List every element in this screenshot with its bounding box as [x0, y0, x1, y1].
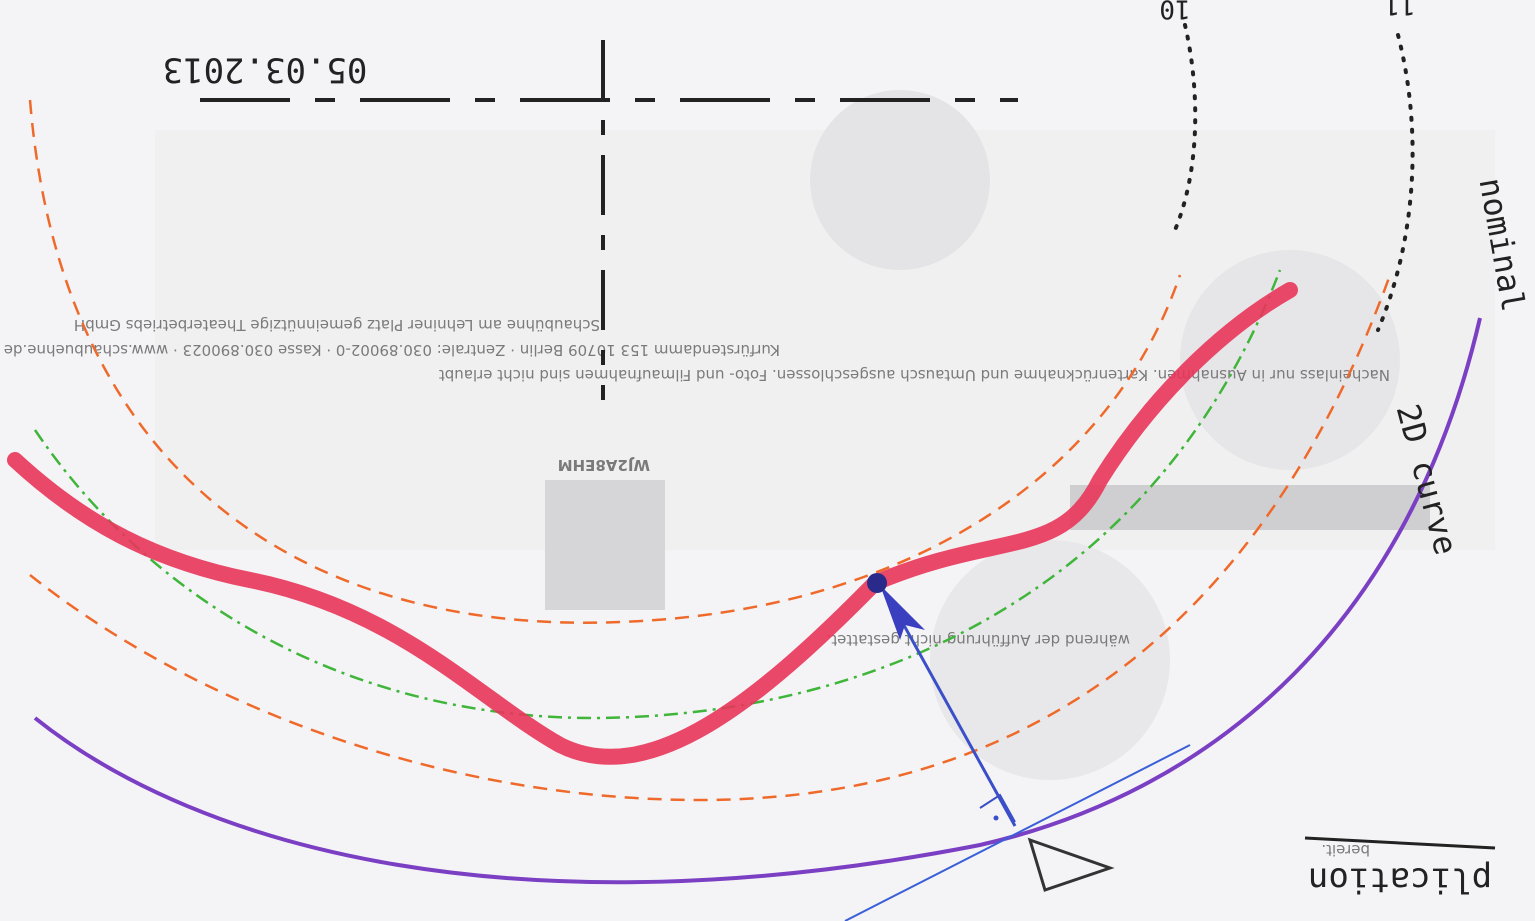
arrow-head	[880, 585, 925, 640]
ring-arc	[1376, 33, 1415, 332]
ticket-print: Schaubühne am Lehniner Platz gemeinnützi…	[4, 316, 1390, 859]
ticket-ornament	[1180, 250, 1400, 470]
tangent-line	[844, 744, 1191, 921]
ticket-line: während der Aufführung nicht gestattet.	[827, 631, 1130, 649]
probe-triangle	[1027, 837, 1115, 892]
tolerance-arc	[28, 99, 1182, 624]
right-angle-dot	[993, 815, 999, 821]
ticket-line: Nacheinlass nur in Ausnahmen. Kartenrück…	[439, 366, 1390, 384]
ring-label: 10	[1159, 0, 1190, 24]
reference-curve	[33, 269, 1282, 720]
right-angle	[979, 793, 1016, 823]
ticket-line: bereit.	[1321, 841, 1370, 859]
ticket-line: Kurfürstendamm 153 10709 Berlin · Zentra…	[4, 341, 780, 359]
application-label: plication	[1308, 860, 1492, 900]
date-label: 05.03.2013	[163, 50, 368, 90]
underline	[1304, 836, 1496, 850]
contact-point	[867, 573, 887, 593]
nominal-curve	[33, 317, 1482, 885]
ticket-ornament	[930, 540, 1170, 780]
ring-arc	[1173, 23, 1198, 232]
normal-arrow	[888, 599, 1017, 827]
ticket-line: Schaubühne am Lehniner Platz gemeinnützi…	[74, 316, 600, 334]
tolerance-arc	[29, 274, 1392, 802]
measured-curve	[7, 282, 1298, 765]
qr-code	[545, 480, 665, 610]
ticket-ornament	[810, 90, 990, 270]
ticket-code: WJ2A8EHM	[558, 456, 650, 474]
barcode	[1070, 485, 1430, 530]
ring-label: 11	[1384, 0, 1415, 20]
